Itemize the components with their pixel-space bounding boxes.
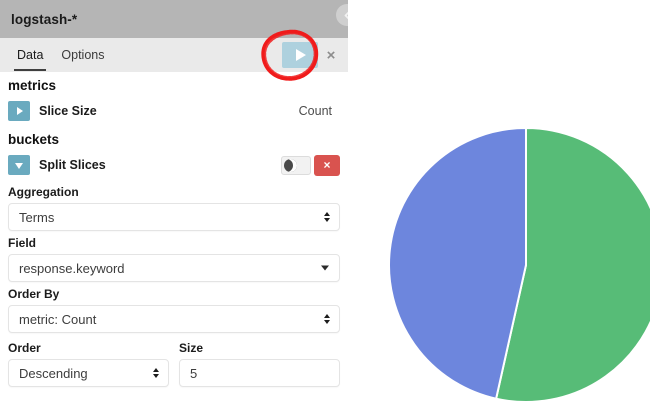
order-by-select[interactable]: metric: Count [8, 305, 340, 333]
aggregation-value: Terms [19, 209, 55, 225]
chevron-left-icon [344, 10, 348, 20]
order-label: Order [8, 341, 41, 355]
bucket-row-split-slices[interactable]: Split Slices × [0, 150, 348, 180]
order-value: Descending [19, 365, 88, 381]
stepper-arrows-icon [153, 368, 159, 378]
order-by-value: metric: Count [19, 311, 97, 327]
pie-chart [362, 0, 650, 406]
editor-tabs: Data Options [8, 38, 114, 72]
stepper-arrows-icon [324, 314, 330, 324]
order-field-group: Order Descending [8, 341, 169, 387]
size-field-group: Size 5 [179, 341, 340, 387]
panel-header: logstash-* [0, 0, 348, 38]
field-field-group: Field response.keyword [0, 231, 348, 282]
stepper-arrows-icon [324, 212, 330, 222]
toolbar-actions: × [282, 42, 348, 68]
editor-body: metrics Slice Size Count buckets Split S… [0, 72, 348, 406]
buckets-section-title: buckets [8, 132, 60, 147]
pie-slice[interactable] [494, 126, 650, 403]
metric-value: Count [298, 104, 332, 118]
aggregation-label: Aggregation [8, 185, 79, 199]
apply-changes-button[interactable] [282, 42, 318, 68]
pie-slice[interactable] [388, 126, 527, 400]
metrics-section-title: metrics [8, 78, 57, 93]
pie-chart-svg [388, 126, 650, 403]
order-by-field-group: Order By metric: Count [0, 282, 348, 333]
remove-bucket-button[interactable]: × [314, 154, 340, 176]
bucket-controls: × [281, 154, 340, 176]
metric-label: Slice Size [39, 104, 97, 118]
collapse-panel-button[interactable] [336, 4, 348, 26]
toggle-switch-icon[interactable] [281, 155, 311, 175]
metric-row-slice-size[interactable]: Slice Size Count [0, 96, 348, 126]
tab-data[interactable]: Data [8, 38, 52, 72]
aggregation-select[interactable]: Terms [8, 203, 340, 231]
triangle-right-icon[interactable] [8, 101, 30, 121]
order-and-size-row: Order Descending Size 5 [0, 333, 348, 387]
editor-toolbar: Data Options × [0, 38, 348, 72]
field-label: Field [8, 236, 37, 250]
index-pattern-title: logstash-* [11, 11, 78, 27]
field-combobox[interactable]: response.keyword [8, 254, 340, 282]
size-input[interactable]: 5 [179, 359, 340, 387]
order-by-label: Order By [8, 287, 60, 301]
triangle-down-icon[interactable] [8, 155, 30, 175]
size-label: Size [179, 341, 204, 355]
caret-down-icon [321, 265, 329, 271]
editor-panel: logstash-* Data Options × [0, 0, 348, 406]
tab-options[interactable]: Options [61, 48, 105, 62]
chart-area [348, 0, 650, 406]
play-icon [296, 49, 306, 61]
discard-changes-button[interactable]: × [326, 46, 336, 64]
bucket-label: Split Slices [39, 158, 106, 172]
aggregation-field-group: Aggregation Terms [0, 180, 348, 231]
field-value: response.keyword [19, 260, 125, 276]
size-value: 5 [190, 365, 198, 381]
order-select[interactable]: Descending [8, 359, 169, 387]
